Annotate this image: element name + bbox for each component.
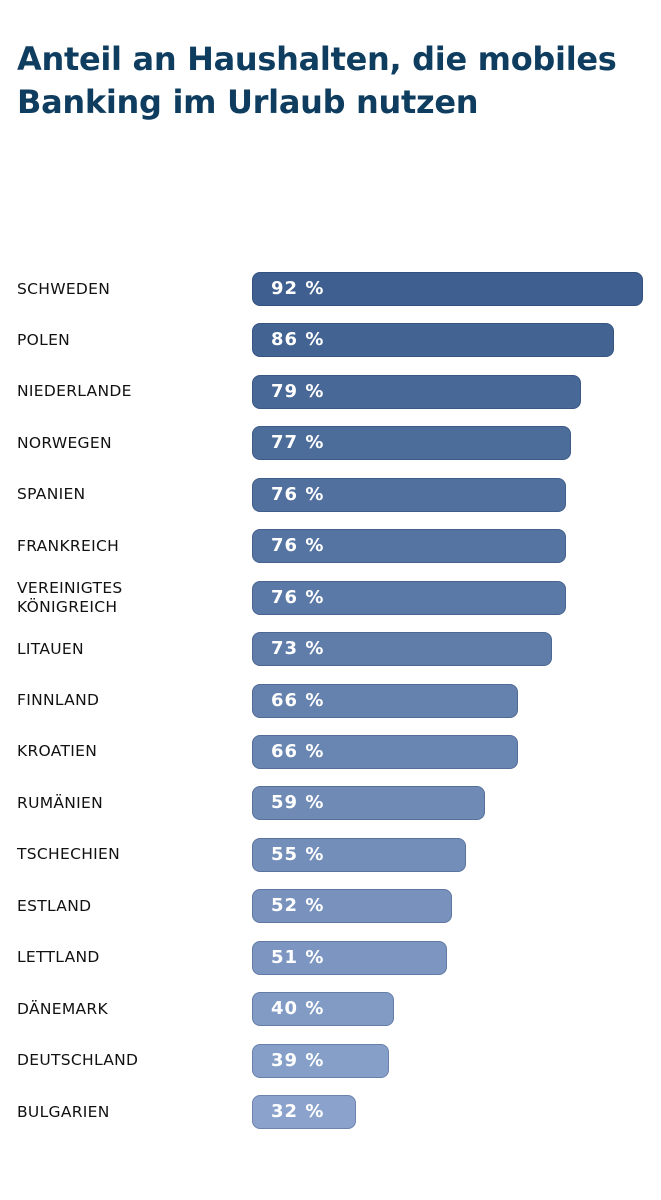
value-label: 92 % (271, 278, 325, 299)
category-label: FRANKREICH (17, 536, 120, 555)
bar-row: SPANIEN 76 % (0, 477, 661, 513)
category-label: LETTLAND (17, 948, 100, 967)
bar-row: LETTLAND 51 % (0, 940, 661, 976)
bar: 59 % (252, 786, 486, 821)
value-label: 79 % (271, 380, 325, 402)
value-label: 76 % (271, 483, 325, 505)
bar-row: RUMÄNIEN 59 % (0, 785, 661, 821)
category-label: LITAUEN (17, 639, 84, 658)
category-label: POLEN (17, 330, 71, 349)
category-label: TSCHECHIEN (17, 845, 121, 864)
bar: 86 % (252, 323, 615, 358)
bar-row: FINNLAND 66 % (0, 683, 661, 719)
value-label: 59 % (271, 792, 325, 814)
bar: 73 % (252, 632, 552, 667)
bar: 39 % (252, 1043, 390, 1078)
bar-row: FRANKREICH 76 % (0, 528, 661, 564)
category-label: DEUTSCHLAND (17, 1051, 139, 1070)
value-label: 39 % (271, 1049, 325, 1071)
value-label: 55 % (271, 843, 325, 865)
bar-row: POLEN 86 % (0, 322, 661, 358)
category-label: SPANIEN (17, 485, 86, 504)
bar: 52 % (252, 889, 452, 924)
bar-row: DEUTSCHLAND 39 % (0, 1043, 661, 1079)
category-label: KROATIEN (17, 742, 98, 761)
value-label: 66 % (271, 689, 325, 711)
bar-row: NORWEGEN 77 % (0, 425, 661, 461)
bar: 76 % (252, 580, 567, 615)
bar: 76 % (252, 477, 567, 512)
chart-title: Anteil an Haushalten, die mobiles Bankin… (17, 40, 617, 121)
bar-row: VEREINIGTES KÖNIGREICH 76 % (0, 578, 661, 616)
value-label: 40 % (271, 998, 325, 1020)
category-label: VEREINIGTES KÖNIGREICH (17, 578, 123, 616)
category-label: NORWEGEN (17, 433, 112, 452)
category-label: NIEDERLANDE (17, 382, 132, 401)
bar-row: KROATIEN 66 % (0, 734, 661, 770)
value-label: 76 % (271, 586, 325, 608)
bar: 40 % (252, 992, 395, 1027)
category-label: RUMÄNIEN (17, 793, 104, 812)
bar-row: ESTLAND 52 % (0, 888, 661, 924)
value-label: 86 % (271, 329, 325, 351)
value-label: 76 % (271, 535, 325, 557)
bar: 32 % (252, 1095, 356, 1130)
category-label: BULGARIEN (17, 1102, 110, 1121)
bar-row: DÄNEMARK 40 % (0, 991, 661, 1027)
bar: 55 % (252, 837, 466, 872)
value-label: 66 % (271, 740, 325, 762)
bar-row: SCHWEDEN 92 % (0, 271, 661, 307)
category-label: ESTLAND (17, 896, 92, 915)
bar-row: TSCHECHIEN 55 % (0, 837, 661, 873)
bar: 66 % (252, 734, 519, 769)
bar: 76 % (252, 529, 567, 564)
bar: 77 % (252, 426, 572, 461)
value-label: 52 % (271, 895, 325, 917)
bar: 79 % (252, 374, 581, 409)
value-label: 32 % (271, 1101, 325, 1123)
value-label: 73 % (271, 638, 325, 660)
bar: 66 % (252, 683, 519, 718)
bar-row: NIEDERLANDE 79 % (0, 374, 661, 410)
category-label: DÄNEMARK (17, 999, 108, 1018)
bar: 92 % (252, 272, 643, 306)
bar-row: LITAUEN 73 % (0, 631, 661, 667)
category-label: SCHWEDEN (17, 279, 111, 298)
value-label: 77 % (271, 432, 325, 454)
bar: 51 % (252, 940, 447, 975)
category-label: FINNLAND (17, 691, 100, 710)
value-label: 51 % (271, 946, 325, 968)
bar-row: BULGARIEN 32 % (0, 1094, 661, 1130)
